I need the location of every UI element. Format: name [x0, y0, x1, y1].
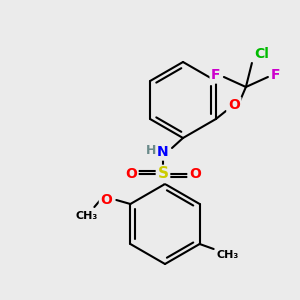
Text: CH₃: CH₃ — [217, 250, 239, 260]
Text: Cl: Cl — [254, 47, 269, 61]
Text: S: S — [158, 167, 169, 182]
Text: H: H — [146, 145, 156, 158]
Text: O: O — [125, 167, 137, 181]
Text: CH₃: CH₃ — [75, 211, 98, 221]
Text: N: N — [157, 145, 169, 159]
Text: O: O — [228, 98, 240, 112]
Text: O: O — [100, 193, 112, 207]
Text: F: F — [271, 68, 281, 82]
Text: O: O — [189, 167, 201, 181]
Text: F: F — [211, 68, 221, 82]
